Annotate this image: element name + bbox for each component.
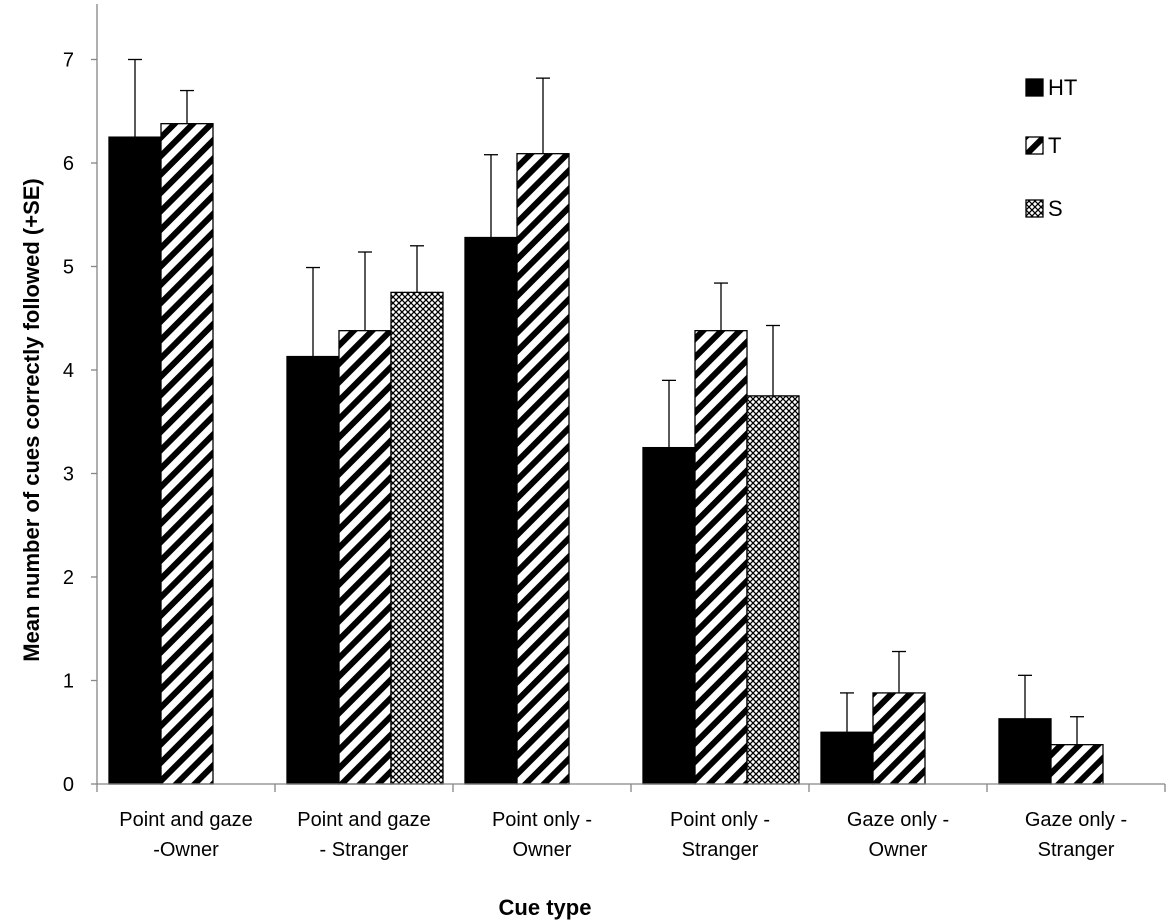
bar-ht — [820, 731, 874, 785]
bar-ht — [286, 355, 340, 785]
legend: HT T S — [1025, 75, 1077, 221]
x-category-label-line: Stranger — [682, 839, 759, 861]
x-axis-labels: Point and gaze -Owner Point and gaze - Stra… — [119, 809, 1127, 861]
y-tick-label: 5 — [63, 257, 74, 279]
y-axis-title: Mean number of cues correctly followed (… — [19, 178, 44, 662]
x-category-label-line: Point only - — [492, 809, 592, 831]
bar-ht — [464, 236, 518, 785]
y-tick-label: 4 — [63, 360, 74, 382]
error-bars — [128, 58, 1084, 745]
x-category-label: Point only - Owner — [492, 809, 592, 861]
bar-t — [338, 330, 392, 785]
y-tick-label: 0 — [63, 774, 74, 796]
bar-s — [390, 291, 444, 785]
y-axis: 0 1 2 3 4 5 6 7 — [63, 50, 97, 796]
y-tick-label: 2 — [63, 567, 74, 589]
bar-t — [1050, 744, 1104, 785]
bar-ht — [642, 446, 696, 785]
legend-label-s: S — [1048, 196, 1063, 221]
y-tick-label: 3 — [63, 464, 74, 486]
x-category-label: Point and gaze -Owner — [119, 809, 252, 861]
bars — [108, 123, 1104, 785]
x-category-label: Point only - Stranger — [670, 809, 770, 861]
bar-t — [516, 153, 570, 785]
legend-swatch-s — [1025, 199, 1044, 218]
x-category-label-line: -Owner — [153, 839, 219, 861]
x-category-label-line: - Stranger — [320, 839, 409, 861]
x-category-label: Gaze only - Stranger — [1025, 809, 1127, 861]
legend-label-ht: HT — [1048, 75, 1077, 100]
x-category-label-line: Owner — [869, 839, 928, 861]
legend-swatch-ht — [1025, 78, 1044, 97]
axes — [96, 4, 1166, 792]
bar-s — [746, 395, 800, 785]
x-axis-title: Cue type — [499, 895, 592, 920]
x-category-label-line: Point and gaze — [119, 809, 252, 831]
legend-label-t: T — [1048, 133, 1061, 158]
y-tick-label: 1 — [63, 671, 74, 693]
x-category-label-line: Gaze only - — [1025, 809, 1127, 831]
bar-t — [872, 692, 926, 785]
bar-ht — [998, 718, 1052, 785]
x-category-label-line: Stranger — [1038, 839, 1115, 861]
x-category-label: Gaze only - Owner — [847, 809, 949, 861]
legend-swatch-t — [1025, 136, 1044, 155]
bar-t — [160, 123, 214, 785]
x-category-label-line: Point only - — [670, 809, 770, 831]
y-tick-label: 7 — [63, 50, 74, 72]
x-category-label-line: Gaze only - — [847, 809, 949, 831]
y-tick-label: 6 — [63, 153, 74, 175]
x-category-label-line: Owner — [513, 839, 572, 861]
bar-ht — [108, 136, 162, 785]
x-category-label-line: Point and gaze — [297, 809, 430, 831]
x-category-label: Point and gaze - Stranger — [297, 809, 430, 861]
bar-t — [694, 330, 748, 785]
